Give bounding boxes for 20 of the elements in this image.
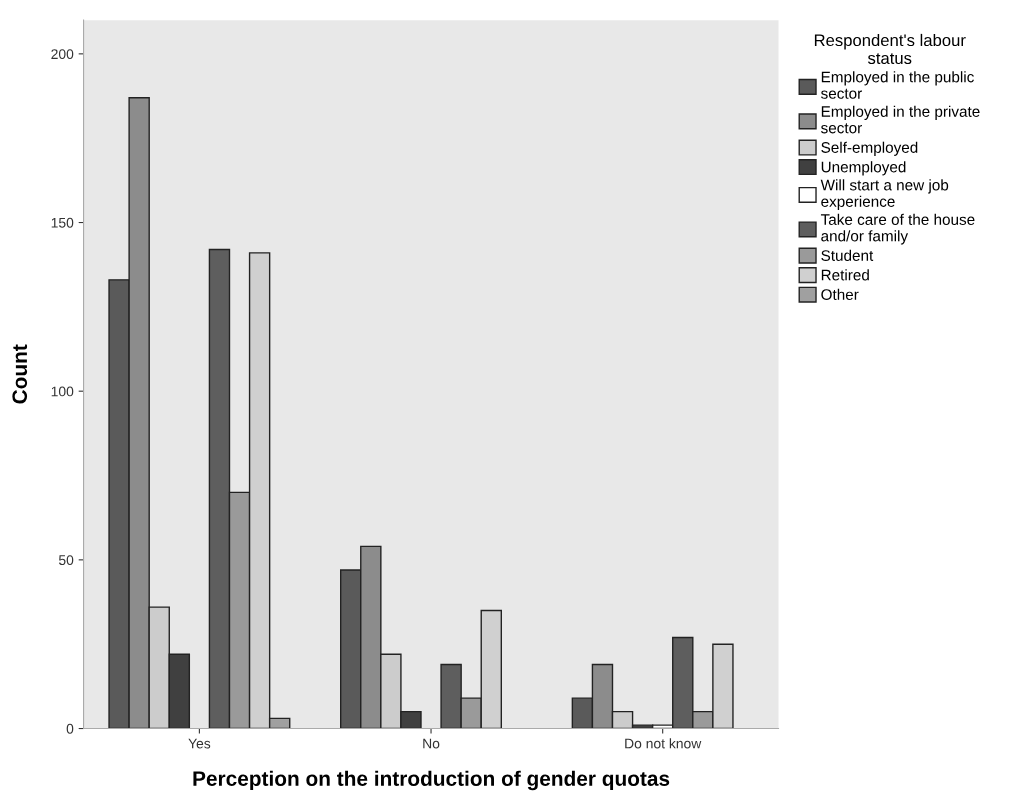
y-tick-label: 150 — [51, 217, 74, 228]
legend-title: Respondent's labour status — [814, 33, 966, 65]
y-axis-title: Count — [12, 344, 28, 404]
y-tick-label: 0 — [66, 723, 74, 734]
x-tick-label: No — [423, 738, 440, 749]
legend-label: Take care of the house and/or family — [820, 213, 975, 245]
legend-label: Employed in the public sector — [821, 71, 974, 99]
legend-label: Will start a new job experience — [820, 179, 949, 210]
y-tick-label: 50 — [58, 555, 74, 566]
legend-label: Student — [821, 249, 874, 261]
legend-label: Employed in the private sector — [821, 105, 980, 134]
x-tick-label: Do not know — [625, 738, 702, 749]
legend-label: Unemployed — [821, 161, 906, 176]
legend-label: Retired — [821, 269, 869, 281]
legend-label: Other — [821, 288, 859, 300]
x-tick-label: Yes — [188, 738, 211, 749]
legend-label: Self-employed — [821, 141, 918, 156]
y-tick-label: 100 — [51, 386, 74, 397]
x-axis-title: Perception on the introduction of gender quotas — [193, 770, 670, 791]
y-tick-label: 200 — [51, 49, 74, 60]
